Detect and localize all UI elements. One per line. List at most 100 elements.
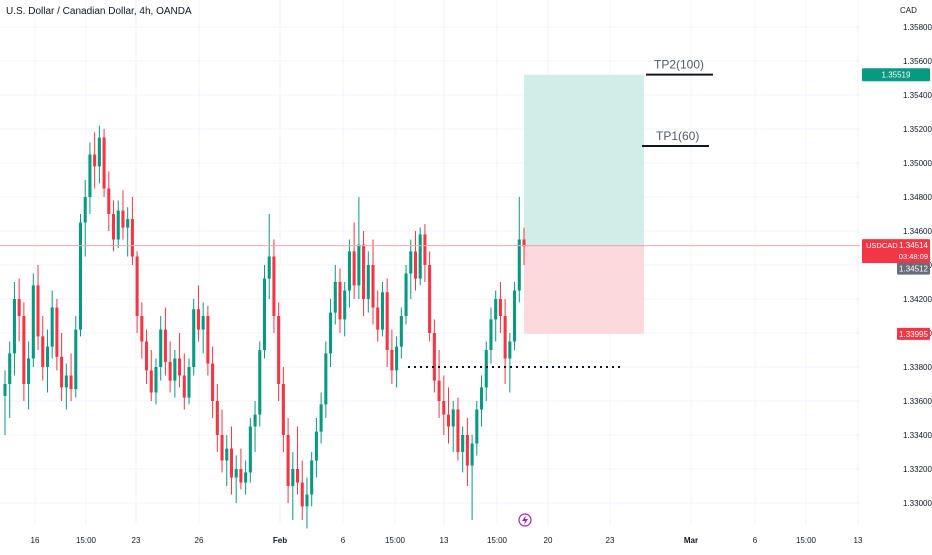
candle-body <box>262 278 267 350</box>
candle-body <box>461 435 465 452</box>
stop-badge-bg <box>897 327 930 340</box>
candle-body <box>126 219 130 228</box>
price-tick-label: 1.33600 <box>903 397 932 406</box>
time-axis[interactable]: 16 15:00 23 26 Feb 6 15:00 13 15:00 20 23 Mar 6 15:00… <box>31 536 863 545</box>
annotations[interactable]: TP2(100) TP1(60) <box>0 58 860 527</box>
candle-body <box>272 256 276 316</box>
time-tick-label: 23 <box>606 536 615 545</box>
price-tick-label: 1.35800 <box>903 23 932 32</box>
candle-body <box>168 361 172 381</box>
candle-body <box>333 282 337 313</box>
candle-body <box>489 319 493 350</box>
candle-body <box>220 435 224 461</box>
candle-body <box>456 409 460 452</box>
candle-body <box>41 336 45 367</box>
lightning-icon[interactable] <box>518 513 532 527</box>
candle-body <box>446 414 451 427</box>
countdown-text: 03:48:09 <box>899 252 928 261</box>
last-price-text: 1.34514 <box>899 241 928 250</box>
candle-body <box>371 265 375 308</box>
candle-body <box>432 333 436 381</box>
candle-body <box>201 316 205 330</box>
price-axis[interactable]: 1.35800 1.35600 1.35400 1.35200 1.35000 1.348… <box>862 6 932 508</box>
candle-body <box>192 309 196 367</box>
candle-body <box>413 251 418 279</box>
candle-body <box>31 285 35 359</box>
candle-body <box>258 350 262 415</box>
stop-price-badge[interactable]: 1.33995 <box>897 327 930 340</box>
price-tick-label: 1.34200 <box>903 295 932 304</box>
candle-body <box>428 265 432 333</box>
candle-body <box>17 299 21 316</box>
time-tick-label: 16 <box>31 536 40 545</box>
candle-body <box>470 443 474 466</box>
time-tick-label: 15:00 <box>487 536 508 545</box>
candle-body <box>149 370 153 393</box>
price-tick-label: 1.33000 <box>903 499 932 508</box>
candle-body <box>380 292 384 330</box>
candle-body <box>159 329 163 367</box>
candle-body <box>135 256 139 316</box>
position-zones[interactable] <box>524 74 644 334</box>
candle-body <box>319 404 323 432</box>
candle-body <box>503 316 507 359</box>
candle-body <box>395 346 399 371</box>
candle-body <box>300 482 304 507</box>
price-tick-label: 1.35000 <box>903 159 932 168</box>
candle-body <box>225 448 229 461</box>
candle-body <box>239 469 243 483</box>
price-tick-label: 1.33200 <box>903 465 932 474</box>
stop-zone[interactable] <box>524 245 644 334</box>
time-tick-label: 6 <box>341 536 346 545</box>
candle-body <box>390 350 394 371</box>
candle-body <box>409 251 413 274</box>
candle-body <box>121 210 125 228</box>
candle-body <box>314 431 318 461</box>
prev-close-badge[interactable]: 1.34512 <box>897 262 930 275</box>
candle-body <box>513 290 517 342</box>
candle-body <box>229 448 234 478</box>
candle-body <box>111 214 116 240</box>
candle-body <box>178 358 182 376</box>
candle-body <box>423 234 427 265</box>
candle-body <box>517 239 521 291</box>
target-price-badge[interactable]: 1.35519 <box>862 68 930 82</box>
candle-body <box>291 469 295 486</box>
candle-body <box>102 137 106 189</box>
candle-body <box>480 387 484 410</box>
time-tick-label: 13 <box>854 536 863 545</box>
candle-body <box>163 329 167 362</box>
time-tick-label: 15:00 <box>76 536 97 545</box>
candle-body <box>305 494 309 507</box>
candle-body <box>60 356 64 388</box>
candle-body <box>286 435 290 486</box>
candle-body <box>357 244 361 286</box>
candle-body <box>385 292 389 350</box>
price-tick-label: 1.34800 <box>903 193 932 202</box>
candle-body <box>234 469 238 478</box>
time-tick-label: 6 <box>753 536 758 545</box>
candle-body <box>418 234 422 279</box>
lightning-glyph <box>522 515 528 525</box>
time-tick-label: Mar <box>684 536 698 545</box>
last-price-badge[interactable]: USDCAD 1.34514 03:48:09 <box>862 239 930 264</box>
candle-body <box>187 367 191 398</box>
candle-body <box>116 210 120 240</box>
candle-body <box>442 401 446 415</box>
symbol-label: USDCAD <box>866 241 898 250</box>
candle-body <box>295 469 300 483</box>
candle-body <box>8 353 12 384</box>
time-tick-label: 23 <box>132 536 141 545</box>
currency-label: CAD <box>900 6 917 15</box>
candle-body <box>211 363 215 401</box>
price-tick-label: 1.33800 <box>903 363 932 372</box>
target-zone[interactable] <box>524 74 644 246</box>
candle-body <box>277 316 281 384</box>
tp2-label: TP2(100) <box>654 58 704 72</box>
candle-body <box>69 375 73 390</box>
candle-body <box>173 358 177 381</box>
candle-body <box>248 426 252 473</box>
price-tick-label: 1.34600 <box>903 227 932 236</box>
time-tick-label: 26 <box>195 536 204 545</box>
